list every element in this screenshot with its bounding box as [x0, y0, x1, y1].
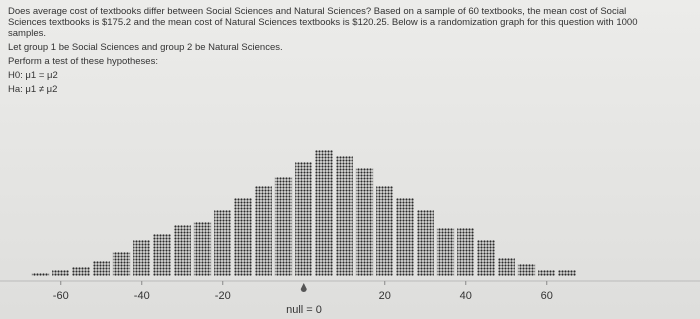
dot-column [254, 186, 272, 276]
h0: H0: μ1 = μ2 [8, 70, 58, 81]
dot-column [457, 228, 475, 276]
null-marker [300, 283, 307, 292]
dot-column [214, 210, 232, 276]
dot-column [153, 234, 171, 276]
dot-column [376, 186, 394, 276]
dot-column [477, 240, 495, 276]
dot-column [133, 240, 151, 276]
x-tick-label: 60 [541, 290, 553, 302]
ha: Ha: μ1 ≠ μ2 [8, 84, 58, 95]
dot-column [72, 267, 90, 276]
null-label: null = 0 [286, 304, 322, 316]
dot-column [52, 270, 70, 276]
groups: Let group 1 be Social Sciences and group… [8, 42, 283, 53]
x-tick-label: -60 [53, 290, 69, 302]
dot-column [193, 222, 212, 276]
dot-column [335, 156, 353, 276]
x-tick-label: -20 [215, 290, 231, 302]
dot-column [31, 273, 50, 276]
x-tick-label: 40 [460, 290, 472, 302]
dot-column [92, 261, 110, 276]
dot-column [295, 162, 313, 276]
dot-column [517, 264, 536, 276]
dot-column [538, 270, 556, 276]
instruction: Perform a test of these hypotheses: [8, 56, 158, 67]
dot-column [315, 150, 333, 276]
dot-column [497, 258, 515, 276]
x-tick-label: 20 [379, 290, 391, 302]
x-tick-label: -40 [134, 290, 150, 302]
dot-column [274, 177, 293, 276]
dot-column [355, 168, 374, 276]
dot-column [436, 228, 455, 276]
intro: Does average cost of textbooks differ be… [8, 6, 638, 39]
dot-column [112, 252, 131, 276]
dot-column [173, 225, 191, 276]
dot-column [558, 270, 576, 276]
dot-column [396, 198, 414, 276]
question: Does average cost of textbooks differ be… [8, 6, 638, 98]
dot-column [416, 210, 434, 276]
dot-column [234, 198, 252, 276]
